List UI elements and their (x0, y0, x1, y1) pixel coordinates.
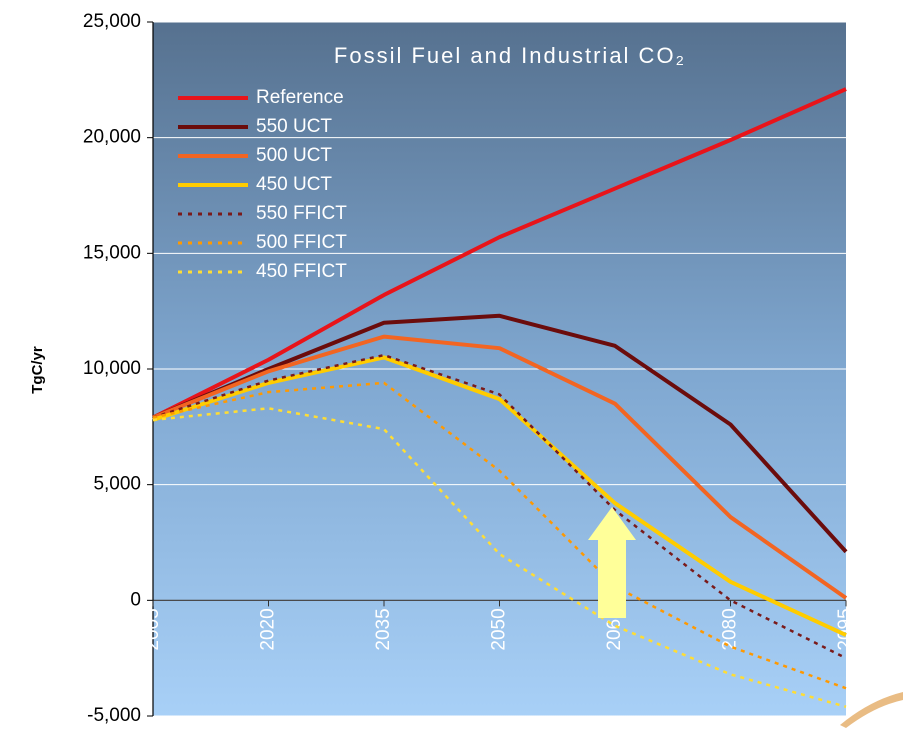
series-line (152, 353, 847, 660)
y-tick-label: -5,000 (87, 705, 141, 726)
x-tick-label: 2080 (720, 608, 741, 650)
y-tick-label: 15,000 (83, 242, 141, 263)
chart-title: Fossil Fuel and Industrial CO₂ (334, 43, 686, 68)
legend-label: 550 FFICT (256, 203, 347, 224)
y-tick-label: 25,000 (83, 11, 141, 32)
y-tick-label: 0 (130, 589, 141, 610)
y-tick-label: 5,000 (93, 474, 141, 495)
legend-label: 550 UCT (256, 116, 332, 137)
decoration (840, 692, 903, 728)
series-line (152, 334, 848, 600)
y-tick-label: 10,000 (83, 358, 141, 379)
y-tick-label: 20,000 (83, 127, 141, 148)
legend-label: 450 FFICT (256, 261, 347, 282)
series-line (152, 381, 847, 690)
legend-label: 500 FFICT (256, 232, 347, 253)
legend-label: Reference (256, 87, 344, 108)
y-axis-label: TgC/yr (29, 346, 46, 394)
x-tick-label: 2005 (142, 608, 163, 650)
series-line (152, 355, 847, 637)
series-line (152, 87, 847, 420)
x-tick-label: 2095 (835, 608, 856, 650)
legend-label: 450 UCT (256, 174, 332, 195)
arrow (588, 507, 636, 618)
x-tick-label: 2020 (258, 608, 279, 650)
series-line (152, 313, 848, 554)
legend-label: 500 UCT (256, 145, 332, 166)
x-tick-label: 2035 (373, 608, 394, 650)
x-tick-label: 2050 (489, 608, 510, 650)
x-tick-label: 2065 (604, 608, 625, 650)
